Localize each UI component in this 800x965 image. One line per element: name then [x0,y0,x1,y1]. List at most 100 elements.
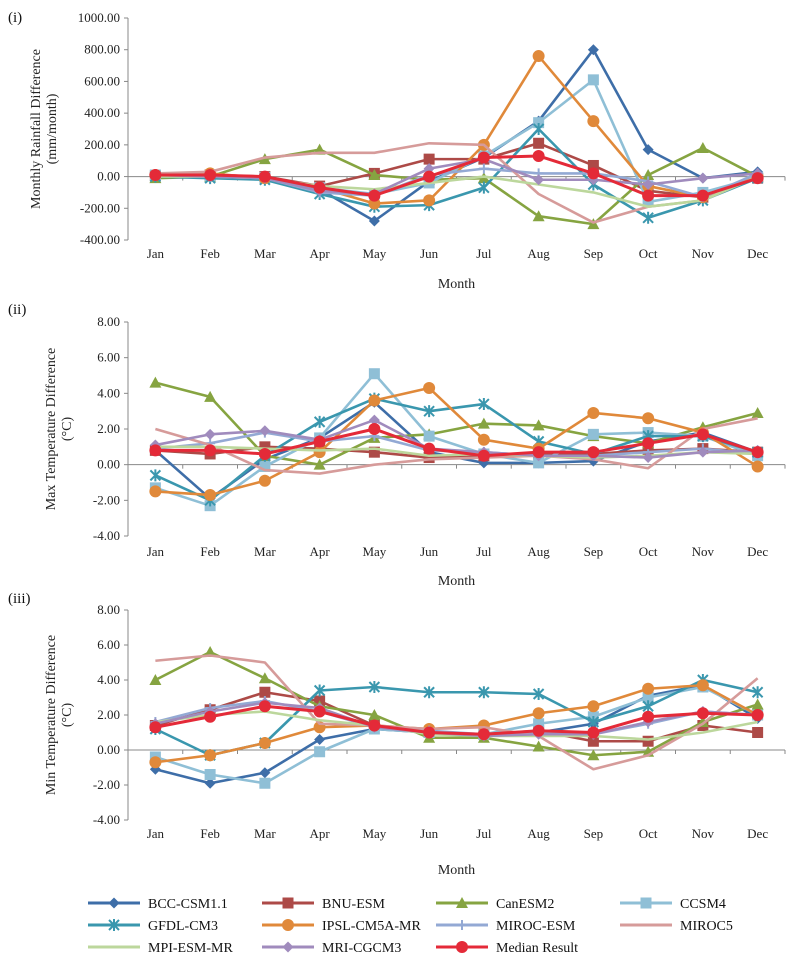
data-point [313,684,326,697]
x-tick-label: Nov [692,544,715,559]
legend-swatch-marker [456,941,468,953]
y-tick-label: 8.00 [97,602,120,617]
legend-swatch-marker [108,897,120,909]
x-tick-label: Jan [147,246,165,261]
legend-item: MRI-CGCM3 [262,941,401,956]
panel-label: (iii) [8,591,31,607]
y-tick-label: -400.00 [80,232,120,247]
x-tick-label: Jul [476,246,492,261]
data-point [587,446,600,459]
data-point [204,646,217,657]
series-miroc5 [155,417,758,475]
chart-panel-1: (i) -400.00 -200.00 0.00 200.00 400.00 600.00 8… [8,10,786,292]
x-tick-label: Mar [254,826,276,841]
legend-item: BNU-ESM [262,897,386,912]
data-point [204,488,217,501]
data-point [642,168,655,180]
y-tick-label: 1000.00 [78,10,120,25]
y-tick-label: 6.00 [97,350,120,365]
data-point [696,189,709,202]
data-point [587,726,600,739]
data-point [477,449,490,462]
legend-label: CCSM4 [680,897,726,912]
data-point [258,170,271,183]
data-point [259,686,271,698]
data-point [368,423,381,435]
x-tick-label: Oct [639,826,658,841]
series-line [154,372,759,507]
legend-label: IPSL-CM5A-MR [322,919,421,934]
panel-label: (ii) [8,302,26,318]
y-tick-label: 2.00 [97,421,120,436]
data-point [751,460,764,473]
data-point [751,172,764,185]
data-point [587,115,600,128]
data-point [697,446,709,458]
data-point [368,414,380,426]
data-point [423,452,435,464]
y-tick-label: 0.00 [97,169,120,184]
data-point [642,412,655,425]
data-point [642,189,655,202]
legend-item: MIROC-ESM [436,919,576,934]
data-point [642,682,655,695]
data-point [313,446,326,459]
legend-label: BNU-ESM [322,897,386,912]
data-point [204,390,217,402]
y-axis-label: Monthly Rainfall Difference(mm/month) [29,49,60,209]
legend-label: MIROC5 [680,919,733,934]
y-tick-label: 400.00 [84,105,120,120]
data-point [477,417,490,429]
data-point [313,435,326,448]
y-axis-label-line: (°C) [60,417,75,442]
x-tick-label: Dec [747,826,768,841]
data-point [532,419,545,431]
legend-swatch-marker [282,919,294,931]
data-point [204,168,217,181]
legend-item: BCC-CSM1.1 [88,897,228,912]
legend-label: MPI-ESM-MR [148,941,233,956]
legend-item: CCSM4 [620,897,726,912]
legend-label: BCC-CSM1.1 [148,897,228,912]
data-point [313,415,326,428]
data-point [423,194,436,207]
chart-panel-3: (iii) -4.00 -2.00 0.00 2.00 4.00 6.00 8.00 Jan Fe… [8,591,786,878]
data-point [368,719,381,732]
series-line [155,654,759,771]
data-point [423,726,436,739]
x-tick-label: Jun [420,544,439,559]
data-point [533,174,545,186]
y-axis-label-line: Max Temperature Difference [44,348,59,511]
x-tick-label: Dec [747,544,768,559]
series-line [155,78,758,204]
legend-label: Median Result [496,941,578,956]
x-tick-label: Feb [200,826,220,841]
data-point [204,777,216,789]
series-line [154,397,758,502]
data-point [149,756,162,769]
x-tick-label: Feb [200,544,220,559]
data-point [642,437,655,450]
x-tick-label: Apr [310,544,331,559]
data-point [259,441,271,453]
data-point [533,718,545,730]
legend-label: GFDL-CM3 [148,919,218,934]
data-point [423,430,435,442]
series-ipsl-cm5a-mr [149,50,764,210]
data-point [696,142,709,154]
data-point [642,179,654,190]
data-point [752,727,764,738]
legend-item: Median Result [436,941,578,956]
legend-item: IPSL-CM5A-MR [262,919,421,934]
x-tick-label: Dec [747,246,768,261]
x-tick-label: Mar [254,544,276,559]
legend-item: GFDL-CM3 [88,919,218,934]
data-point [478,163,489,174]
y-axis-label-line: (mm/month) [45,93,60,164]
data-point [478,686,490,699]
series-canesm2 [149,646,764,761]
data-point [751,698,764,710]
series-median-result [149,149,764,202]
data-point [423,405,435,418]
series-canesm2 [149,142,764,230]
